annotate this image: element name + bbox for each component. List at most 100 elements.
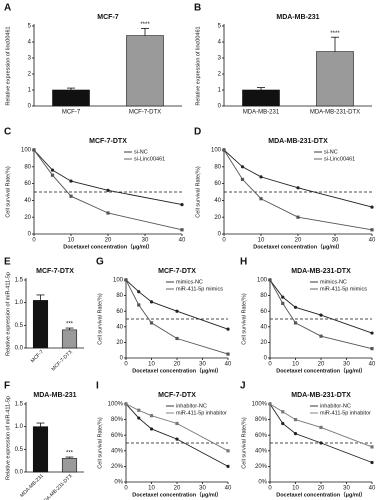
- bar: [32, 426, 49, 473]
- panel-letter: B: [194, 3, 201, 14]
- x-tick-label: 40: [179, 238, 186, 244]
- y-tick-label: 60: [260, 309, 267, 315]
- x-tick-label: 0: [268, 486, 272, 492]
- point: [137, 290, 141, 294]
- x-tick-label: MDA-MB-231-DTX: [40, 473, 74, 500]
- point: [137, 408, 141, 412]
- y-tick-label: 40: [260, 324, 267, 330]
- point: [319, 441, 323, 445]
- point: [268, 402, 272, 406]
- y-tick-label: 40: [24, 198, 31, 204]
- y-tick-label: 100: [211, 148, 222, 154]
- y-tick-label: 0: [28, 232, 32, 238]
- legend-label: miR-411-5p inhabitor: [320, 410, 371, 416]
- point: [293, 418, 298, 422]
- significance: ***: [66, 322, 74, 328]
- y-tick-label: 5: [218, 24, 222, 30]
- point: [226, 449, 230, 453]
- y-tick-label: 100%: [252, 402, 268, 408]
- y-tick-label: 80: [116, 293, 123, 299]
- point: [226, 352, 230, 356]
- point: [319, 334, 323, 338]
- y-tick-label: 1.5: [15, 402, 24, 408]
- x-tick-label: 40: [369, 486, 376, 492]
- x-tick-label: 0: [32, 238, 36, 244]
- x-axis-label: Docetaxel concentration（μg/ml）: [63, 242, 153, 250]
- y-tick-label: 20%: [255, 464, 268, 470]
- panel-letter: F: [4, 381, 10, 392]
- y-tick-label: 1: [218, 88, 222, 94]
- legend-label: inhabitor-NC: [176, 403, 207, 409]
- y-tick-label: 80: [214, 164, 221, 170]
- point: [106, 188, 110, 192]
- x-tick-label: 40: [369, 238, 376, 244]
- y-axis-label: Cell survival Rate(%): [241, 417, 247, 469]
- x-tick-label: MCF-7-DTX: [51, 349, 75, 373]
- y-tick-label: 5: [28, 24, 32, 30]
- point: [370, 347, 374, 351]
- legend-label: si-NC: [324, 149, 338, 155]
- bar: [61, 329, 78, 349]
- y-tick-label: 80%: [255, 417, 268, 423]
- x-tick-label: 30: [199, 486, 206, 492]
- x-tick-label: 0: [222, 238, 226, 244]
- y-axis-label: Cell survival Rate(%): [241, 293, 247, 345]
- panel-letter: I: [96, 381, 99, 392]
- x-axis-label: Docetaxel concentration（μg/ml）: [132, 490, 222, 498]
- significance: ****: [140, 22, 150, 28]
- y-tick-label: 40%: [255, 448, 268, 454]
- y-tick-label: 0.5: [15, 447, 24, 453]
- point: [175, 309, 179, 313]
- y-tick-label: 20%: [111, 464, 124, 470]
- x-tick-label: 40: [225, 362, 232, 368]
- y-tick-label: 0: [28, 104, 32, 110]
- point: [149, 300, 154, 304]
- y-tick-label: 60: [116, 309, 123, 315]
- point: [226, 327, 230, 331]
- bar: [52, 89, 90, 107]
- y-tick-label: 1.5: [15, 278, 24, 284]
- y-tick-label: 20: [260, 340, 267, 346]
- y-tick-label: 0.0: [15, 346, 24, 352]
- y-tick-label: 0: [120, 356, 124, 362]
- y-tick-label: 40: [214, 198, 221, 204]
- y-tick-label: 100: [257, 278, 268, 284]
- point: [319, 425, 323, 429]
- point: [296, 186, 300, 190]
- point: [50, 173, 55, 177]
- y-tick-label: 20: [214, 215, 221, 221]
- chart-title: MCF-7-DTX: [158, 392, 196, 399]
- y-tick-label: 60%: [255, 433, 268, 439]
- point: [106, 211, 110, 215]
- point: [281, 421, 285, 426]
- point: [293, 321, 298, 325]
- panel-letter: C: [4, 127, 11, 138]
- x-tick-label: MCF-7-DTX: [129, 110, 161, 116]
- x-tick-label: 20: [318, 362, 325, 368]
- bar: [32, 300, 49, 349]
- y-tick-label: 40%: [111, 448, 124, 454]
- x-tick-label: 10: [148, 362, 155, 368]
- point: [175, 421, 179, 426]
- y-tick-label: 60%: [111, 433, 124, 439]
- point: [240, 165, 245, 169]
- point: [319, 313, 323, 317]
- panel-letter: A: [4, 3, 11, 14]
- x-tick-label: 30: [343, 362, 350, 368]
- y-tick-label: 20: [116, 340, 123, 346]
- x-tick-label: 30: [199, 362, 206, 368]
- y-tick-label: 0: [218, 104, 222, 110]
- x-tick-label: 0: [268, 362, 272, 368]
- x-tick-label: 20: [295, 238, 302, 244]
- legend-label: miR-411-5p inhabitor: [176, 410, 227, 416]
- x-tick-label: MCF-7: [30, 349, 45, 364]
- y-axis-label: Relative expression of linc00461: [195, 26, 201, 105]
- bar: [61, 458, 78, 473]
- legend-label: mimics-NC: [176, 279, 203, 285]
- point: [137, 303, 141, 307]
- legend-label: mimics-NC: [320, 279, 347, 285]
- x-tick-label: MCF-7: [62, 110, 81, 116]
- panel-letter: H: [240, 257, 247, 268]
- y-axis-label: Relative expression of linc00461: [5, 26, 11, 105]
